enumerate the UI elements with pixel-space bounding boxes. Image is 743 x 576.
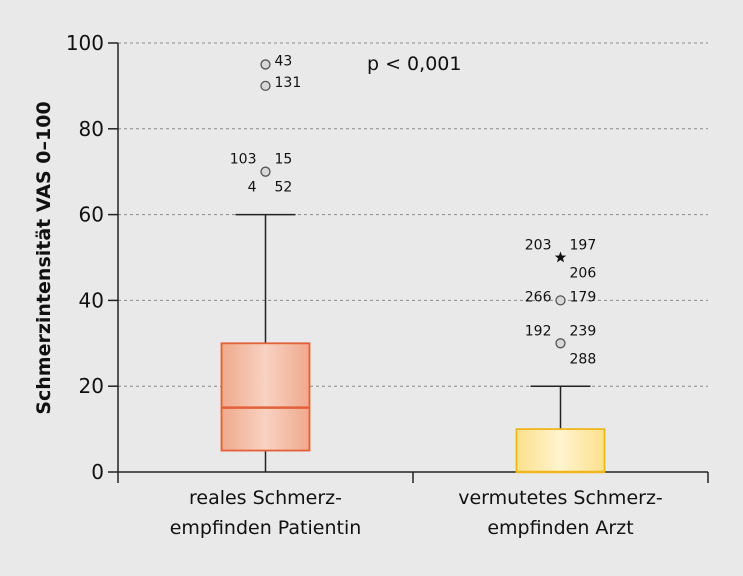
outlier-id-label: 43 — [275, 53, 293, 69]
outlier-id-label: 103 — [230, 152, 257, 168]
box — [515, 428, 606, 473]
box-group: 179 266 239 288 192 197 206 203 — [515, 238, 606, 474]
category-label: reales Schmerz- — [189, 487, 342, 509]
labels: Schmerzintensität VAS 0–100 p < 0,001 0 2… — [33, 31, 663, 539]
outlier-id-label: 239 — [570, 323, 597, 339]
outlier-id-label: 288 — [570, 351, 597, 367]
y-tick-label: 0 — [91, 460, 104, 484]
y-tick-label: 100 — [66, 31, 104, 55]
outlier-point — [260, 80, 271, 92]
y-axis-label: Schmerzintensität VAS 0–100 — [33, 101, 55, 414]
outlier-id-label: 52 — [275, 180, 293, 196]
category-label: vermutetes Schmerz- — [458, 487, 663, 509]
category-label: empfinden Patientin — [170, 517, 362, 539]
extreme-star — [554, 251, 567, 263]
outlier-id-label: 15 — [275, 152, 293, 168]
y-tick-label: 60 — [79, 203, 104, 227]
outlier-id-label: 192 — [525, 323, 552, 339]
outlier-id-label: 206 — [570, 266, 597, 282]
y-tick-label: 40 — [79, 288, 104, 312]
y-tick-label: 80 — [79, 117, 104, 141]
outlier-id-label: 197 — [570, 238, 597, 254]
outlier-point — [555, 338, 566, 349]
outlier-point — [555, 295, 566, 306]
p-value-annotation: p < 0,001 — [367, 53, 461, 75]
outlier-id-label: 179 — [570, 289, 597, 305]
category-label: empfinden Arzt — [487, 517, 633, 539]
outlier-point — [260, 59, 271, 70]
box — [220, 342, 311, 452]
outlier-id-label: 266 — [525, 289, 552, 305]
boxes: 43 131 15 52 103 4 179 266 239 288 192 197 206 203 — [220, 53, 606, 474]
outlier-point — [260, 166, 271, 177]
outlier-id-label: 203 — [525, 238, 552, 254]
outlier-id-label: 4 — [248, 180, 257, 196]
axes — [108, 42, 709, 483]
gridlines — [118, 42, 708, 387]
outlier-id-label: 131 — [275, 75, 302, 91]
box-group: 43 131 15 52 103 4 — [220, 53, 311, 472]
y-tick-label: 20 — [79, 374, 104, 398]
